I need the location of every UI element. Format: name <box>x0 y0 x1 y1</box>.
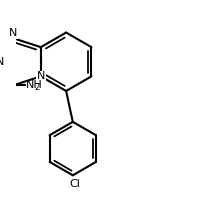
Text: N: N <box>37 71 45 81</box>
Text: NH: NH <box>26 80 42 89</box>
Text: N: N <box>0 57 4 67</box>
Text: N: N <box>9 28 17 38</box>
Text: Cl: Cl <box>69 179 80 189</box>
Text: 2: 2 <box>34 83 40 92</box>
